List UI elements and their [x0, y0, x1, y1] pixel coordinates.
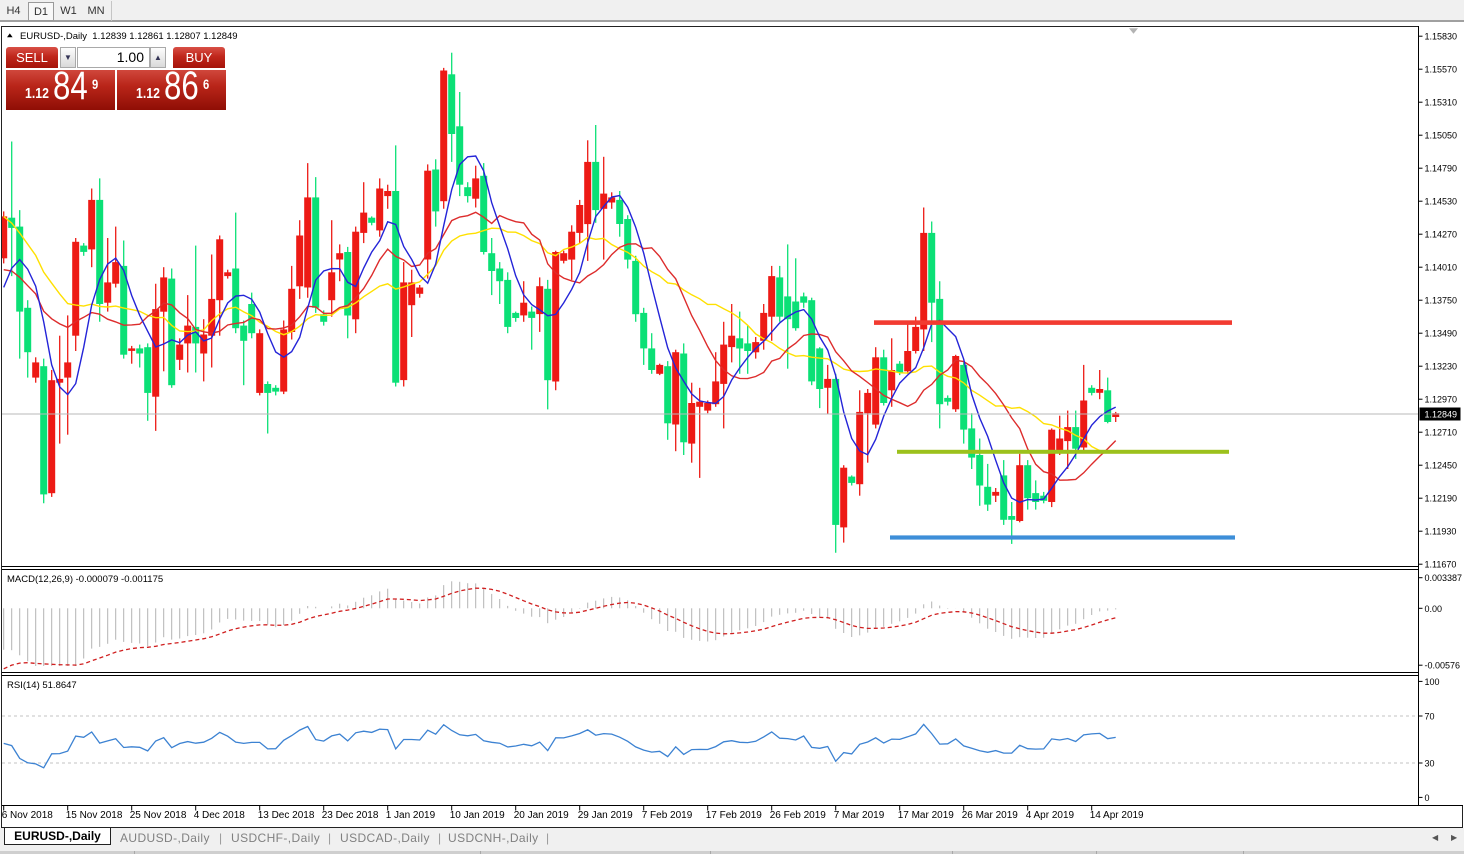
svg-text:6 Nov 2018: 6 Nov 2018	[2, 810, 54, 821]
svg-text:1.15050: 1.15050	[1425, 131, 1458, 141]
svg-text:100: 100	[1425, 677, 1440, 687]
svg-text:EURUSD-,Daily 1.12839 1.12861: EURUSD-,Daily 1.12839 1.12861 1.12807 1.…	[20, 31, 238, 42]
svg-text:0: 0	[1425, 793, 1430, 803]
svg-text:1.12849: 1.12849	[1425, 410, 1458, 420]
svg-text:20 Jan 2019: 20 Jan 2019	[514, 810, 569, 821]
svg-text:1.12710: 1.12710	[1425, 428, 1458, 438]
svg-text:7 Feb 2019: 7 Feb 2019	[642, 810, 693, 821]
svg-text:1.12970: 1.12970	[1425, 395, 1458, 405]
svg-text:1.15830: 1.15830	[1425, 32, 1458, 42]
svg-text:26 Mar 2019: 26 Mar 2019	[962, 810, 1019, 821]
svg-text:1.13750: 1.13750	[1425, 296, 1458, 306]
svg-text:10 Jan 2019: 10 Jan 2019	[450, 810, 505, 821]
svg-text:1.15570: 1.15570	[1425, 65, 1458, 75]
svg-text:13 Dec 2018: 13 Dec 2018	[258, 810, 315, 821]
svg-text:15 Nov 2018: 15 Nov 2018	[66, 810, 123, 821]
svg-text:4 Dec 2018: 4 Dec 2018	[194, 810, 246, 821]
svg-text:26 Feb 2019: 26 Feb 2019	[770, 810, 827, 821]
svg-text:14 Apr 2019: 14 Apr 2019	[1090, 810, 1144, 821]
svg-text:4 Apr 2019: 4 Apr 2019	[1026, 810, 1075, 821]
svg-text:1.14530: 1.14530	[1425, 197, 1458, 207]
svg-text:0.003387: 0.003387	[1425, 573, 1463, 583]
svg-text:1.14270: 1.14270	[1425, 230, 1458, 240]
svg-text:-0.00576: -0.00576	[1425, 661, 1461, 671]
svg-text:0.00: 0.00	[1425, 604, 1443, 614]
svg-text:25 Nov 2018: 25 Nov 2018	[130, 810, 187, 821]
svg-text:17 Feb 2019: 17 Feb 2019	[706, 810, 763, 821]
svg-text:70: 70	[1425, 712, 1435, 722]
svg-text:1.13230: 1.13230	[1425, 362, 1458, 372]
svg-text:RSI(14) 51.8647: RSI(14) 51.8647	[7, 680, 77, 691]
svg-text:7 Mar 2019: 7 Mar 2019	[834, 810, 885, 821]
svg-text:29 Jan 2019: 29 Jan 2019	[578, 810, 633, 821]
svg-text:1.11670: 1.11670	[1425, 560, 1457, 570]
svg-text:1.14790: 1.14790	[1425, 164, 1458, 174]
svg-text:1.12190: 1.12190	[1425, 494, 1458, 504]
svg-text:1.14010: 1.14010	[1425, 263, 1458, 273]
svg-text:23 Dec 2018: 23 Dec 2018	[322, 810, 379, 821]
svg-text:1.12450: 1.12450	[1425, 461, 1458, 471]
svg-text:1.13490: 1.13490	[1425, 329, 1458, 339]
svg-text:30: 30	[1425, 759, 1435, 769]
svg-text:1.11930: 1.11930	[1425, 527, 1457, 537]
svg-text:1 Jan 2019: 1 Jan 2019	[386, 810, 436, 821]
svg-text:1.15310: 1.15310	[1425, 98, 1458, 108]
svg-text:MACD(12,26,9) -0.000079 -0.001: MACD(12,26,9) -0.000079 -0.001175	[7, 574, 163, 585]
svg-text:17 Mar 2019: 17 Mar 2019	[898, 810, 955, 821]
